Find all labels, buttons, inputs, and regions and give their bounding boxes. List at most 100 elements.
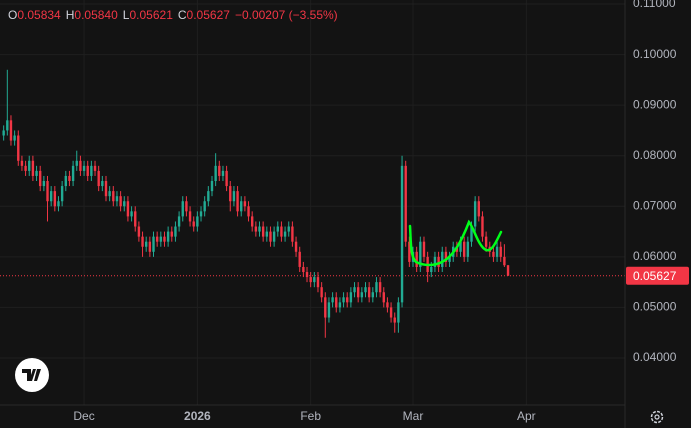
candle-body	[119, 196, 122, 207]
candle-body	[258, 226, 261, 232]
candle-body	[280, 226, 283, 237]
candle-body	[141, 236, 144, 247]
candle-body	[338, 302, 342, 308]
readout-value: 0.05621	[129, 8, 173, 22]
readout-value: 0.05834	[17, 8, 61, 22]
candle-body	[174, 226, 177, 237]
candle-body	[126, 201, 130, 217]
candle-body	[499, 246, 502, 257]
candle-body	[185, 201, 188, 212]
candle-body	[269, 231, 272, 242]
candle-body	[137, 226, 141, 237]
candle-body	[214, 165, 217, 182]
x-tick-label: Dec	[73, 409, 94, 423]
candle-body	[196, 216, 199, 227]
gear[interactable]	[650, 410, 664, 424]
candle-body	[24, 165, 27, 171]
candle-body	[20, 160, 24, 166]
candle-body	[313, 277, 316, 283]
candle-body	[250, 216, 254, 227]
candle-body	[324, 297, 327, 318]
candle-body	[415, 251, 418, 267]
candle-body	[181, 201, 184, 217]
candle-body	[367, 287, 371, 298]
candle-body	[39, 170, 42, 187]
candle-body	[35, 170, 38, 176]
candle-body	[170, 231, 173, 237]
settings-icon[interactable]	[650, 410, 664, 424]
candle-body	[316, 277, 320, 288]
candle-body	[86, 165, 89, 176]
y-tick-label: 0.11000	[633, 0, 676, 10]
tv-logo[interactable]	[15, 358, 49, 392]
candle-body	[57, 201, 60, 207]
candle-body	[46, 181, 49, 202]
axes: 0.04000 0.05000 0.06000 0.07000 0.08000 0.090…	[73, 0, 689, 423]
candle-body	[294, 241, 298, 252]
candle-body	[430, 266, 433, 273]
candle-body	[203, 201, 206, 212]
y-tick-label: 0.09000	[633, 97, 677, 111]
readout-value: 0.05840	[74, 8, 118, 22]
candle-body	[192, 221, 195, 227]
candle-body	[495, 246, 499, 257]
candle-body	[64, 175, 67, 187]
candle-body	[232, 191, 236, 202]
candle-body	[101, 181, 104, 187]
x-tick-label: Feb	[300, 409, 321, 423]
candle-body	[419, 241, 422, 267]
candle-body	[53, 191, 57, 207]
candle-body	[163, 236, 166, 242]
candle-body	[265, 231, 269, 237]
candle-body	[229, 186, 232, 202]
candle-body	[130, 211, 133, 217]
candle-body	[68, 175, 71, 182]
candle-body	[360, 292, 364, 298]
candle-body	[283, 231, 287, 237]
candle-body	[148, 241, 152, 252]
x-tick-label: Apr	[517, 409, 536, 423]
readout-change: −0.00207 (−3.55%)	[235, 8, 338, 22]
candle-body	[60, 186, 64, 202]
candle-body	[397, 302, 400, 323]
y-tick-label: 0.04000	[633, 350, 677, 364]
candle-body	[448, 256, 451, 262]
candle-body	[356, 287, 360, 298]
candle-body	[389, 307, 393, 318]
candle-body	[261, 226, 265, 237]
candle-body	[335, 297, 338, 308]
candle-body	[473, 201, 477, 227]
candle-body	[144, 241, 148, 247]
candle-body	[49, 191, 53, 202]
candle-body	[459, 241, 462, 252]
candle-body	[371, 292, 375, 298]
y-tick-label: 0.08000	[633, 148, 677, 162]
candle-body	[79, 160, 82, 171]
candle-body	[112, 191, 115, 202]
candle-body	[492, 251, 495, 257]
candle-body	[247, 206, 250, 217]
candle-body	[276, 226, 279, 232]
candle-body	[375, 282, 378, 293]
candle-body	[177, 216, 181, 227]
candle-body	[159, 236, 163, 242]
candle-body	[218, 165, 221, 176]
candle-body	[13, 135, 16, 141]
readout-key: O	[8, 8, 17, 22]
candle-body	[287, 226, 290, 232]
candle-body	[422, 241, 426, 257]
candle-body	[477, 201, 481, 217]
candle-body	[302, 266, 305, 273]
readout-key: C	[178, 8, 187, 22]
candle-body	[364, 287, 367, 293]
candle-body	[455, 246, 459, 252]
candle-body	[90, 165, 93, 176]
candle-body	[309, 277, 312, 283]
drawn-curve	[408, 219, 503, 267]
candle-body	[437, 256, 440, 267]
candle-body	[6, 120, 9, 131]
logo-mark	[22, 369, 41, 381]
